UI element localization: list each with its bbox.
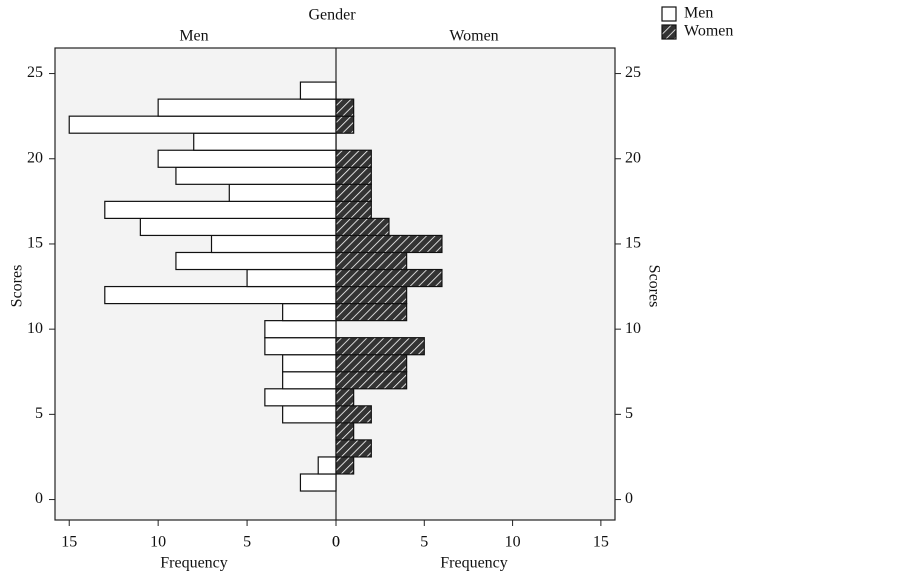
bar xyxy=(335,268,443,288)
y-tick-label: 15 xyxy=(625,235,641,252)
bar xyxy=(335,456,355,475)
bar xyxy=(282,405,337,424)
bar xyxy=(335,354,408,373)
bar xyxy=(175,166,337,185)
y-tick-label: 20 xyxy=(27,149,43,166)
y-axis-label: Scores xyxy=(645,265,662,308)
bar xyxy=(193,132,337,151)
x-tick-label: 10 xyxy=(505,534,521,551)
bar xyxy=(157,149,337,168)
bar xyxy=(335,388,355,407)
x-axis-label: Frequency xyxy=(160,555,228,572)
bar xyxy=(335,285,408,305)
panel-title: Women xyxy=(449,28,498,45)
bar xyxy=(335,251,408,271)
bar xyxy=(299,473,337,492)
bar xyxy=(139,217,337,237)
bar xyxy=(157,98,337,117)
y-tick-label: 10 xyxy=(27,320,43,337)
y-tick-label: 0 xyxy=(35,490,43,507)
y-axis-label: Scores xyxy=(9,265,26,308)
legend-label: Women xyxy=(684,23,733,40)
bar xyxy=(104,285,337,305)
bar xyxy=(228,183,337,202)
chart-title: Gender xyxy=(308,7,356,24)
bar xyxy=(264,388,337,407)
bar xyxy=(335,234,443,254)
bar xyxy=(104,200,337,219)
bar xyxy=(335,405,372,424)
y-tick-label: 0 xyxy=(625,490,633,507)
bar xyxy=(335,200,372,219)
bar xyxy=(335,98,355,117)
legend-label: Men xyxy=(684,5,713,22)
bar xyxy=(335,166,372,185)
x-tick-label: 0 xyxy=(332,534,340,551)
bar xyxy=(68,115,337,134)
bar xyxy=(282,302,337,322)
legend-swatch xyxy=(661,24,677,40)
x-tick-label: 0 xyxy=(332,534,340,551)
bar xyxy=(264,337,337,356)
bar xyxy=(335,371,408,390)
y-tick-label: 5 xyxy=(35,405,43,422)
bar xyxy=(335,217,390,237)
legend-swatch xyxy=(661,6,677,22)
bar xyxy=(299,81,337,100)
bar xyxy=(335,439,372,458)
x-tick-label: 5 xyxy=(243,534,251,551)
bar xyxy=(282,354,337,373)
y-tick-label: 25 xyxy=(625,64,641,81)
bar xyxy=(210,234,337,254)
bar xyxy=(264,320,337,339)
bar xyxy=(335,115,355,134)
x-tick-label: 10 xyxy=(150,534,166,551)
x-tick-label: 15 xyxy=(593,534,609,551)
y-tick-label: 10 xyxy=(625,320,641,337)
bar xyxy=(317,456,337,475)
bar xyxy=(282,371,337,390)
y-tick-label: 20 xyxy=(625,149,641,166)
bar xyxy=(335,149,372,168)
bar xyxy=(246,268,337,288)
panel-title: Men xyxy=(179,28,208,45)
y-tick-label: 5 xyxy=(625,405,633,422)
x-tick-label: 15 xyxy=(61,534,77,551)
bar xyxy=(335,422,355,441)
x-tick-label: 5 xyxy=(420,534,428,551)
y-tick-label: 25 xyxy=(27,64,43,81)
bar xyxy=(335,302,408,322)
y-tick-label: 15 xyxy=(27,235,43,252)
bar xyxy=(335,337,425,356)
bar xyxy=(335,183,372,202)
bar xyxy=(175,251,337,271)
x-axis-label: Frequency xyxy=(440,555,508,572)
